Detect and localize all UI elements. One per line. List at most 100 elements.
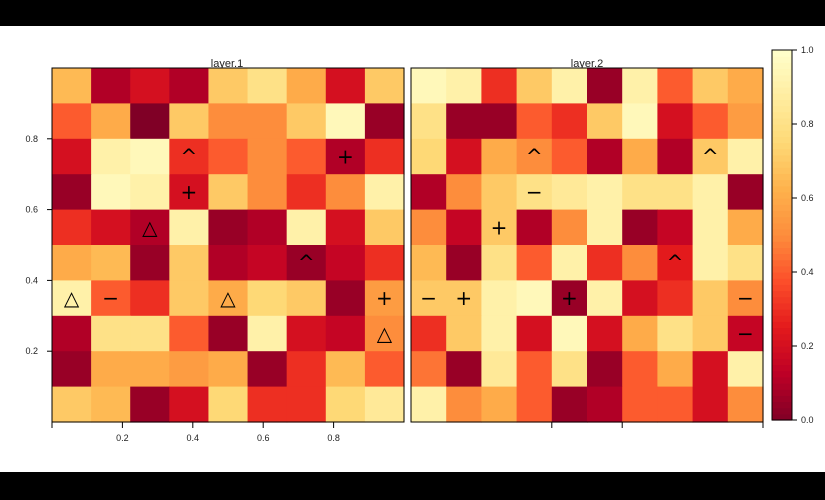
heatmap-cell bbox=[587, 103, 623, 140]
heatmap-cell bbox=[622, 245, 658, 281]
heatmap-cell bbox=[208, 68, 249, 104]
colorbar-segment bbox=[772, 161, 792, 168]
heatmap-cell bbox=[657, 138, 694, 175]
colorbar-segment bbox=[772, 352, 792, 359]
heatmap-cell bbox=[130, 103, 170, 140]
heatmap-cell bbox=[52, 209, 92, 246]
heatmap-cell bbox=[551, 245, 588, 281]
colorbar-segment bbox=[772, 315, 792, 322]
heatmap-cell bbox=[411, 280, 447, 317]
heatmap-cell bbox=[52, 103, 92, 140]
heatmap-cell bbox=[208, 245, 249, 281]
heatmap-cell bbox=[516, 315, 553, 352]
colorbar-segment bbox=[772, 376, 792, 384]
heatmap-cell bbox=[657, 174, 694, 211]
heatmap-cell bbox=[587, 315, 623, 352]
colorbar-segment bbox=[772, 204, 792, 211]
heatmap-cell bbox=[325, 386, 366, 423]
heatmap-cell bbox=[481, 68, 518, 104]
cell-symbol: + bbox=[376, 286, 393, 310]
heatmap-cell bbox=[364, 386, 405, 423]
cell-symbol: △ bbox=[142, 215, 158, 239]
colorbar-segment bbox=[772, 265, 792, 273]
heatmap-cell bbox=[247, 103, 288, 140]
heatmap-cell bbox=[587, 280, 623, 317]
colorbar-segment bbox=[772, 278, 792, 285]
heatmap-cell bbox=[551, 280, 588, 317]
heatmap-cell bbox=[657, 103, 694, 140]
colorbar-segment bbox=[772, 87, 792, 94]
heatmap-cell bbox=[364, 351, 405, 388]
heatmap-cell bbox=[130, 280, 170, 317]
heatmap-cell bbox=[325, 68, 366, 104]
heatmap-cell bbox=[411, 138, 447, 175]
heatmap-cell bbox=[247, 209, 288, 246]
heatmap-cell bbox=[130, 245, 170, 281]
heatmap-cell bbox=[551, 386, 588, 423]
heatmap-cell bbox=[516, 351, 553, 388]
heatmap-cell bbox=[247, 245, 288, 281]
heatmap-cell bbox=[411, 315, 447, 352]
heatmap-cell bbox=[247, 68, 288, 104]
heatmap-cell bbox=[446, 386, 482, 423]
heatmap-cell bbox=[727, 68, 764, 104]
cell-symbol: ^ bbox=[298, 251, 315, 275]
heatmap-cell bbox=[91, 68, 131, 104]
heatmap-cell bbox=[91, 386, 131, 423]
heatmap-cell bbox=[169, 174, 210, 211]
colorbar-segment bbox=[772, 62, 792, 70]
cell-symbol: + bbox=[181, 180, 198, 204]
colorbar: 0.0 0.2 0.4 0.6 0.8 1.0 bbox=[771, 45, 814, 425]
heatmap-cell bbox=[91, 245, 131, 281]
heatmap-cell bbox=[411, 174, 447, 211]
heatmap-cell bbox=[622, 315, 658, 352]
heatmap-cell bbox=[727, 209, 764, 246]
heatmap-cell bbox=[208, 351, 249, 388]
y-tick-label: 0.2 bbox=[25, 346, 38, 356]
heatmap-cells bbox=[52, 68, 764, 423]
heatmap-cell bbox=[481, 315, 518, 352]
cell-symbols: ^ ++△^△ − △ +△^ ^−+^− + + −− bbox=[64, 145, 754, 346]
heatmap-cell bbox=[692, 315, 729, 352]
heatmap-cell bbox=[692, 245, 729, 281]
cell-symbol: △ bbox=[377, 322, 393, 346]
heatmap-cell bbox=[208, 386, 249, 423]
heatmap-cell bbox=[587, 138, 623, 175]
heatmap-cell bbox=[52, 386, 92, 423]
colorbar-tick-label: 1.0 bbox=[801, 45, 814, 55]
panel-title-1: layer.1 bbox=[211, 58, 243, 70]
heatmap-cell bbox=[481, 103, 518, 140]
plot-area: layer.1 layer.2 ^ + + △ ^ △ − △ + △ ^ ^ − + ^ − + + − − 0.2… bbox=[0, 26, 825, 472]
heatmap-cell bbox=[130, 351, 170, 388]
heatmap-cell bbox=[247, 280, 288, 317]
colorbar-segment bbox=[772, 179, 792, 187]
heatmap-cell bbox=[657, 280, 694, 317]
colorbar-segment bbox=[772, 111, 792, 119]
heatmap-cell bbox=[364, 245, 405, 281]
heatmap-cell bbox=[481, 280, 518, 317]
heatmap-cell bbox=[169, 138, 210, 175]
heatmap-cell bbox=[446, 68, 482, 104]
cell-symbol: − bbox=[420, 286, 437, 310]
heatmap-cell bbox=[208, 174, 249, 211]
heatmap-cell bbox=[516, 209, 553, 246]
heatmap-cell bbox=[52, 351, 92, 388]
colorbar-segment bbox=[772, 327, 792, 335]
heatmap-cell bbox=[587, 68, 623, 104]
heatmap-cell bbox=[364, 280, 405, 317]
heatmap-cell bbox=[516, 103, 553, 140]
heatmap-cell bbox=[481, 386, 518, 423]
colorbar-segment bbox=[772, 136, 792, 144]
heatmap-cell bbox=[286, 315, 327, 352]
heatmap-cell bbox=[286, 174, 327, 211]
heatmap-cell bbox=[286, 209, 327, 246]
heatmap-cell bbox=[446, 138, 482, 175]
heatmap-cell bbox=[727, 138, 764, 175]
heatmap-cell bbox=[411, 386, 447, 423]
colorbar-segment bbox=[772, 259, 792, 267]
heatmap-cell bbox=[286, 386, 327, 423]
heatmap-cell bbox=[622, 138, 658, 175]
heatmap-cell bbox=[622, 209, 658, 246]
heatmap-cell bbox=[325, 174, 366, 211]
heatmap-cell bbox=[411, 351, 447, 388]
